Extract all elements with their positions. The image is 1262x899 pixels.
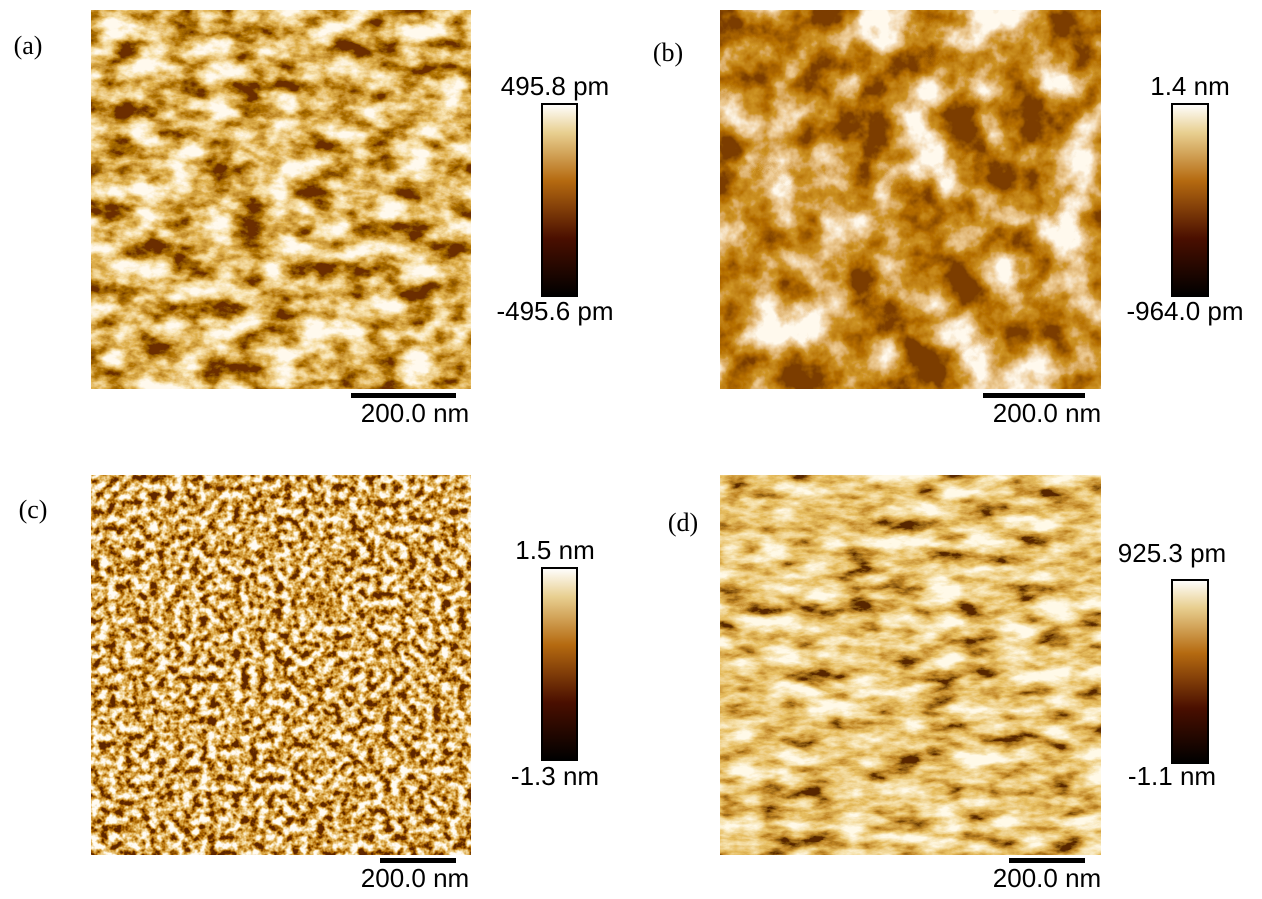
figure: (a) 495.8 pm -495.6 pm 200.0 nm (b) 1.4 …	[0, 0, 1262, 899]
colorbar-min: -964.0 pm	[1126, 296, 1243, 326]
afm-image	[720, 10, 1101, 389]
panel: (b) 1.4 nm -964.0 pm 200.0 nm	[653, 10, 1244, 428]
colorbar	[542, 568, 577, 760]
colorbar-min: -495.6 pm	[496, 296, 613, 326]
afm-image	[91, 10, 471, 389]
scale-bar-label: 200.0 nm	[361, 863, 469, 893]
colorbar-min: -1.1 nm	[1128, 761, 1216, 791]
panel-label: (d)	[668, 508, 698, 537]
colorbar	[1172, 104, 1208, 296]
panel-label: (c)	[19, 495, 48, 524]
panel: (d) 925.3 pm -1.1 nm 200.0 nm	[668, 475, 1226, 893]
panel-label: (a)	[14, 31, 43, 60]
colorbar	[542, 104, 577, 296]
panel-label: (b)	[653, 38, 683, 67]
colorbar	[1172, 580, 1208, 763]
afm-image	[91, 475, 471, 855]
panel: (a) 495.8 pm -495.6 pm 200.0 nm	[14, 10, 614, 428]
colorbar-max: 495.8 pm	[501, 71, 609, 101]
colorbar-max: 925.3 pm	[1118, 538, 1226, 568]
colorbar-max: 1.5 nm	[515, 535, 595, 565]
scale-bar-label: 200.0 nm	[993, 398, 1101, 428]
scale-bar-label: 200.0 nm	[993, 863, 1101, 893]
afm-image	[720, 475, 1101, 855]
scale-bar-label: 200.0 nm	[361, 398, 469, 428]
colorbar-min: -1.3 nm	[511, 761, 599, 791]
panel: (c) 1.5 nm -1.3 nm 200.0 nm	[19, 475, 600, 893]
colorbar-max: 1.4 nm	[1150, 71, 1230, 101]
